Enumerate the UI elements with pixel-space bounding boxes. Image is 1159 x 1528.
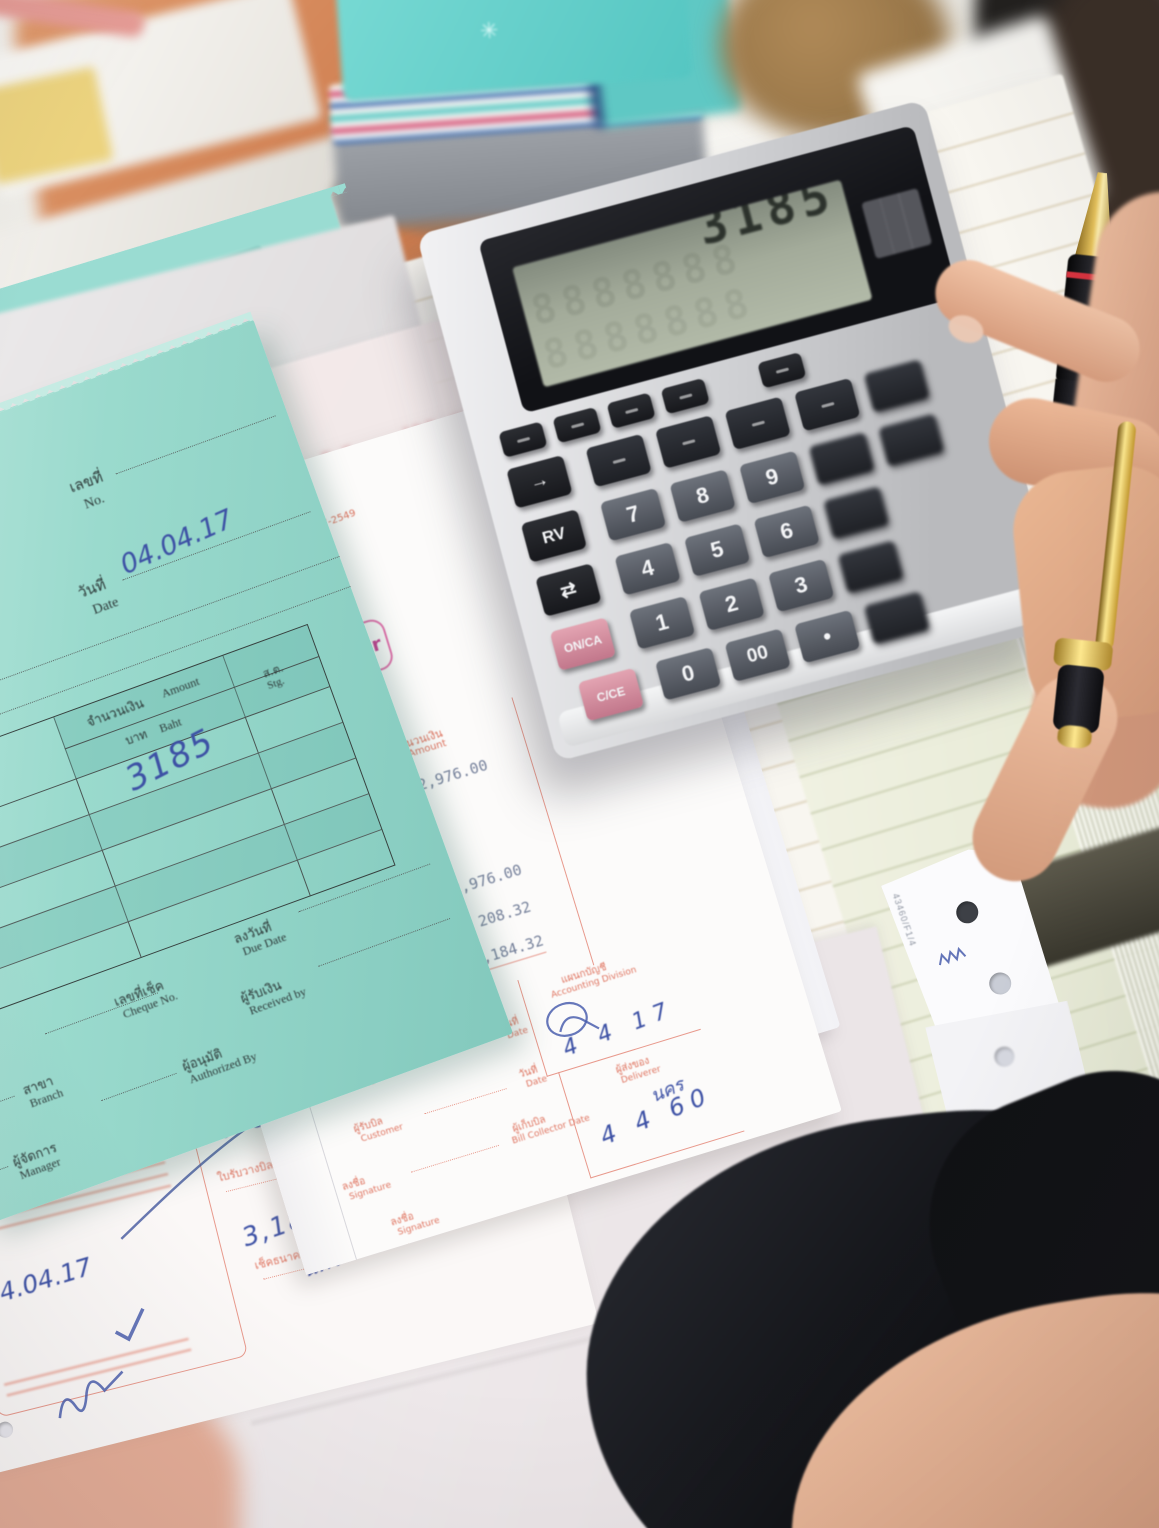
scrap-hole bbox=[992, 1044, 1017, 1069]
scrap-hole bbox=[986, 969, 1014, 997]
voucher-no-line bbox=[115, 415, 276, 475]
voucher-date-value: 04.04.17 bbox=[115, 503, 239, 581]
pen-clip-gold bbox=[1094, 420, 1137, 652]
notebook-star-icon: ✳ bbox=[479, 17, 500, 44]
sign-line bbox=[410, 1144, 499, 1173]
pen-end-black bbox=[1052, 663, 1105, 735]
accounting-signature bbox=[546, 1001, 600, 1037]
bill-signature-squiggle bbox=[58, 1370, 124, 1419]
pen-scribble bbox=[934, 937, 986, 972]
scrap-hole bbox=[953, 898, 981, 926]
tractor-hole bbox=[0, 1420, 15, 1440]
manager-line bbox=[0, 1166, 9, 1181]
received-line bbox=[318, 917, 451, 967]
auth-line bbox=[101, 1072, 177, 1102]
bill-checkmark bbox=[114, 1308, 145, 1342]
voucher-table: ชื่อบัญชี Account จำนวนเงิน Amount บาท B… bbox=[0, 623, 396, 1020]
branch-line bbox=[0, 1095, 15, 1118]
customer-line bbox=[424, 1088, 507, 1115]
pen-end-gold-tip bbox=[1056, 724, 1093, 750]
table-row-shade-2 bbox=[0, 793, 382, 983]
